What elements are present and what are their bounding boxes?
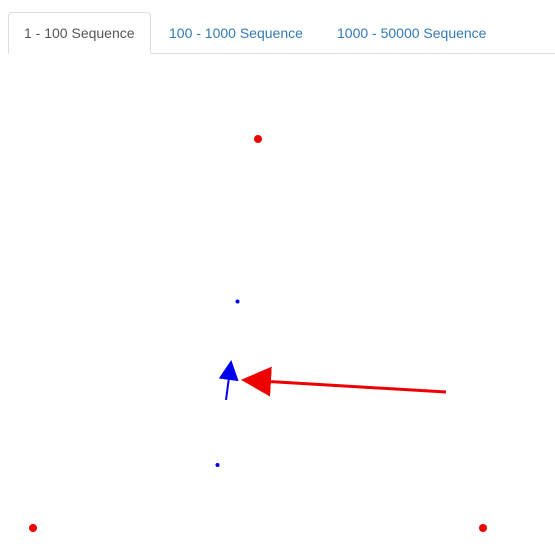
tab-1-100-sequence[interactable]: 1 - 100 Sequence <box>8 12 151 54</box>
red-pointer-arrow <box>241 366 447 397</box>
drawing-canvas <box>0 54 555 555</box>
vertex-top <box>254 135 262 143</box>
sequence-point <box>215 463 220 467</box>
tab-1000-50000-sequence[interactable]: 1000 - 50000 Sequence <box>337 25 487 41</box>
tab-100-1000-sequence[interactable]: 100 - 1000 Sequence <box>169 25 303 41</box>
vertex-bottom-right <box>479 524 487 532</box>
vertex-bottom-left <box>29 524 37 532</box>
sequence-tabs: 1 - 100 Sequence 100 - 1000 Sequence 100… <box>8 12 555 54</box>
blue-movement-arrow <box>218 360 239 401</box>
chaos-game-svg <box>29 135 487 532</box>
sequence-point <box>235 299 240 304</box>
